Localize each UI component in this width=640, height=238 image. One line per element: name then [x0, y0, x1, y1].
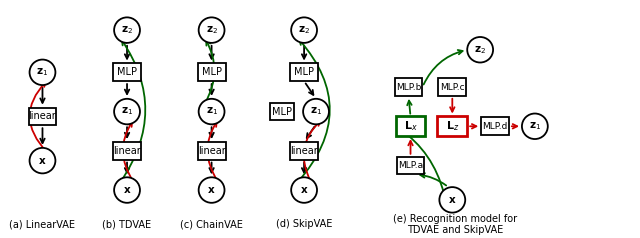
- FancyArrowPatch shape: [209, 162, 214, 173]
- FancyArrowPatch shape: [450, 99, 454, 112]
- FancyArrowPatch shape: [123, 122, 133, 181]
- Circle shape: [114, 17, 140, 43]
- Text: MLP: MLP: [117, 67, 137, 77]
- Text: $\mathbf{z}_1$: $\mathbf{z}_1$: [529, 120, 541, 132]
- Text: linear: linear: [198, 146, 225, 156]
- Text: MLP.c: MLP.c: [440, 83, 465, 92]
- FancyArrowPatch shape: [302, 46, 307, 59]
- Text: $\mathbf{z}_1$: $\mathbf{z}_1$: [310, 106, 322, 118]
- FancyBboxPatch shape: [290, 64, 318, 81]
- Circle shape: [303, 99, 329, 124]
- FancyArrowPatch shape: [306, 84, 314, 95]
- Text: $\mathbf{L}_z$: $\mathbf{L}_z$: [445, 119, 459, 133]
- FancyArrowPatch shape: [209, 46, 214, 59]
- FancyBboxPatch shape: [437, 116, 467, 136]
- Circle shape: [29, 148, 56, 173]
- Text: $\mathbf{z}_2$: $\mathbf{z}_2$: [205, 24, 218, 36]
- Text: $\mathbf{z}_1$: $\mathbf{z}_1$: [121, 106, 133, 118]
- Text: $\mathbf{z}_2$: $\mathbf{z}_2$: [298, 24, 310, 36]
- FancyBboxPatch shape: [198, 142, 225, 160]
- Text: MLP.b: MLP.b: [396, 83, 421, 92]
- Text: linear: linear: [290, 146, 318, 156]
- Text: (d) SkipVAE: (d) SkipVAE: [276, 219, 332, 229]
- Text: $\mathbf{z}_1$: $\mathbf{z}_1$: [36, 66, 49, 78]
- FancyBboxPatch shape: [29, 108, 56, 125]
- Text: MLP.a: MLP.a: [398, 161, 423, 170]
- FancyArrowPatch shape: [40, 128, 45, 143]
- FancyArrowPatch shape: [121, 40, 145, 181]
- Circle shape: [440, 187, 465, 213]
- Text: (b) TDVAE: (b) TDVAE: [102, 219, 152, 229]
- Circle shape: [198, 99, 225, 124]
- FancyArrowPatch shape: [302, 162, 307, 173]
- Text: $\mathbf{L}_x$: $\mathbf{L}_x$: [404, 119, 417, 133]
- FancyBboxPatch shape: [438, 78, 466, 96]
- FancyArrowPatch shape: [470, 124, 476, 129]
- Circle shape: [114, 99, 140, 124]
- FancyArrowPatch shape: [205, 41, 214, 103]
- Text: (c) ChainVAE: (c) ChainVAE: [180, 219, 243, 229]
- Circle shape: [114, 177, 140, 203]
- FancyBboxPatch shape: [290, 142, 318, 160]
- FancyBboxPatch shape: [396, 116, 426, 136]
- Text: (e) Recognition model for
TDVAE and SkipVAE: (e) Recognition model for TDVAE and Skip…: [393, 213, 517, 235]
- Text: $\mathbf{x}$: $\mathbf{x}$: [300, 185, 308, 195]
- FancyArrowPatch shape: [29, 82, 47, 152]
- Text: $\mathbf{z}_1$: $\mathbf{z}_1$: [205, 106, 218, 118]
- FancyArrowPatch shape: [125, 127, 129, 137]
- FancyArrowPatch shape: [408, 141, 413, 154]
- FancyArrowPatch shape: [304, 121, 320, 181]
- FancyArrowPatch shape: [420, 173, 446, 185]
- Text: $\mathbf{x}$: $\mathbf{x}$: [38, 156, 47, 166]
- Text: $\mathbf{x}$: $\mathbf{x}$: [207, 185, 216, 195]
- FancyBboxPatch shape: [481, 117, 509, 135]
- Circle shape: [291, 177, 317, 203]
- Text: $\mathbf{x}$: $\mathbf{x}$: [448, 195, 456, 205]
- FancyArrowPatch shape: [424, 50, 463, 84]
- Text: (a) LinearVAE: (a) LinearVAE: [10, 219, 76, 229]
- FancyBboxPatch shape: [397, 157, 424, 174]
- Text: $\mathbf{x}$: $\mathbf{x}$: [123, 185, 131, 195]
- Text: MLP: MLP: [272, 107, 292, 117]
- Circle shape: [467, 37, 493, 63]
- Text: $\mathbf{z}_2$: $\mathbf{z}_2$: [121, 24, 133, 36]
- Text: MLP: MLP: [294, 67, 314, 77]
- FancyArrowPatch shape: [512, 124, 517, 129]
- Circle shape: [522, 114, 548, 139]
- FancyArrowPatch shape: [207, 122, 218, 181]
- FancyArrowPatch shape: [125, 84, 129, 94]
- FancyArrowPatch shape: [307, 127, 314, 138]
- Text: linear: linear: [29, 111, 56, 121]
- FancyArrowPatch shape: [399, 129, 444, 193]
- FancyBboxPatch shape: [270, 103, 294, 120]
- FancyArrowPatch shape: [209, 84, 214, 94]
- FancyArrowPatch shape: [298, 40, 330, 182]
- Circle shape: [29, 60, 56, 85]
- FancyArrowPatch shape: [125, 46, 129, 59]
- Circle shape: [291, 17, 317, 43]
- Text: $\mathbf{z}_2$: $\mathbf{z}_2$: [474, 44, 486, 56]
- FancyArrowPatch shape: [407, 101, 412, 114]
- FancyBboxPatch shape: [113, 64, 141, 81]
- Circle shape: [198, 177, 225, 203]
- FancyArrowPatch shape: [125, 162, 129, 173]
- FancyArrowPatch shape: [40, 88, 45, 103]
- FancyBboxPatch shape: [113, 142, 141, 160]
- Text: MLP.d: MLP.d: [483, 122, 508, 131]
- Text: MLP: MLP: [202, 67, 221, 77]
- FancyBboxPatch shape: [198, 64, 225, 81]
- Text: linear: linear: [113, 146, 141, 156]
- Circle shape: [198, 17, 225, 43]
- FancyArrowPatch shape: [209, 127, 214, 137]
- FancyBboxPatch shape: [395, 78, 422, 96]
